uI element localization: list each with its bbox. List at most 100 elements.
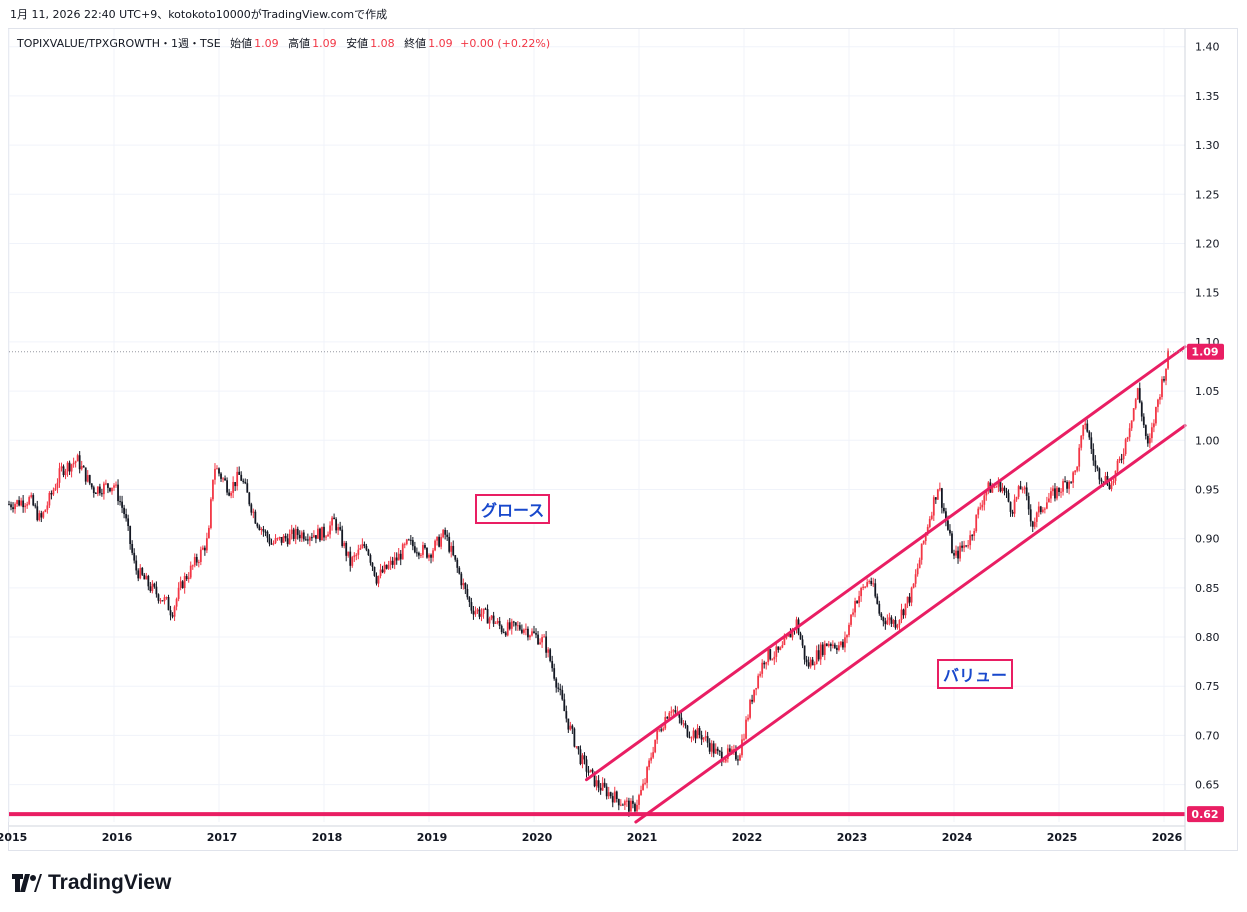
candle-body	[428, 554, 430, 558]
candle-body	[137, 570, 140, 579]
candle-body	[759, 673, 762, 676]
candle-body	[704, 736, 707, 738]
candle-body	[409, 539, 412, 541]
candle-body	[288, 533, 291, 545]
candle-body	[246, 483, 249, 493]
candle-body	[266, 531, 269, 538]
candle-body	[868, 580, 871, 583]
candle-body	[557, 687, 560, 689]
candle-body	[294, 528, 297, 539]
candle-body	[319, 528, 321, 541]
candle-body	[506, 622, 509, 636]
candle-body	[36, 506, 39, 521]
candle-body	[1102, 481, 1105, 483]
value-annotation[interactable]: バリュー	[937, 659, 1014, 689]
candle-body	[10, 504, 12, 508]
candle-body	[599, 787, 602, 791]
candle-body	[1128, 428, 1131, 438]
candle-body	[502, 632, 505, 634]
candle-body	[470, 602, 473, 611]
candle-body	[844, 637, 846, 648]
candle-body	[436, 536, 438, 541]
growth-annotation[interactable]: グロース	[475, 494, 551, 524]
low-value: 1.08	[370, 37, 395, 50]
candle-body	[607, 792, 610, 797]
candle-body	[121, 501, 123, 508]
candle-body	[783, 638, 786, 646]
candle-body	[842, 641, 844, 648]
candle-body	[965, 545, 968, 547]
candle-body	[591, 769, 594, 772]
tradingview-logo[interactable]: TradingView	[12, 871, 171, 895]
y-tick-label: 1.35	[1195, 90, 1220, 103]
candle-body	[813, 664, 816, 666]
candle-body	[1084, 423, 1087, 426]
candle-body	[692, 730, 695, 738]
candle-body	[38, 513, 41, 521]
candle-body	[343, 542, 346, 547]
candle-body	[353, 555, 356, 558]
candle-body	[345, 542, 348, 556]
candle-body	[652, 752, 655, 758]
candle-body	[302, 532, 305, 540]
candle-body	[648, 760, 650, 768]
candle-body	[749, 699, 751, 718]
candle-body	[882, 617, 885, 622]
candle-body	[720, 751, 723, 762]
candle-body	[181, 581, 184, 588]
candle-body	[30, 495, 33, 498]
candle-body	[799, 633, 802, 640]
candle-body	[1146, 435, 1149, 444]
candle-body	[367, 549, 370, 556]
candle-body	[753, 689, 755, 702]
candle-body	[674, 710, 677, 713]
candle-body	[781, 645, 784, 648]
grid	[8, 29, 1185, 822]
candle-body	[819, 644, 822, 660]
candle-body	[975, 514, 978, 532]
candle-body	[508, 622, 511, 629]
candle-body	[96, 486, 99, 494]
y-tick-label: 1.15	[1195, 287, 1220, 300]
candle-body	[906, 596, 909, 604]
y-tick-label: 0.80	[1195, 631, 1220, 644]
candle-body	[242, 480, 245, 482]
candle-body	[589, 769, 592, 773]
candle-body	[78, 455, 81, 470]
candle-body	[1009, 501, 1012, 512]
candle-body	[763, 662, 766, 665]
candle-body	[696, 728, 699, 739]
candle-body	[270, 543, 273, 545]
y-tick-label: 1.40	[1195, 41, 1220, 54]
candle-body	[1070, 481, 1073, 483]
candle-body	[858, 596, 860, 604]
candle-body	[896, 624, 899, 628]
candle-body	[117, 484, 119, 502]
candle-body	[561, 690, 564, 700]
candle-body	[208, 527, 210, 539]
candle-body	[817, 650, 820, 660]
x-tick-label: 2017	[207, 831, 238, 844]
candle-body	[430, 554, 432, 558]
change-value: +0.00 (+0.22%)	[460, 37, 551, 50]
candle-body	[563, 699, 566, 712]
candle-body	[359, 548, 362, 550]
candle-body	[1039, 506, 1042, 513]
candle-body	[646, 767, 648, 783]
candle-body	[575, 746, 578, 748]
candle-body	[993, 486, 996, 488]
candle-body	[282, 535, 285, 543]
candle-body	[147, 575, 150, 587]
candle-body	[880, 613, 883, 618]
candle-body	[228, 492, 230, 496]
candle-body	[1066, 482, 1068, 489]
candle-body	[214, 468, 216, 480]
candle-body	[1019, 486, 1022, 490]
candle-body	[125, 514, 128, 519]
candle-body	[609, 792, 612, 797]
symbol-label[interactable]: TOPIXVALUE/TPXGROWTH・1週・TSE	[17, 37, 221, 50]
candle-body	[98, 486, 101, 494]
candle-body	[218, 468, 220, 474]
candle-body	[76, 455, 79, 462]
